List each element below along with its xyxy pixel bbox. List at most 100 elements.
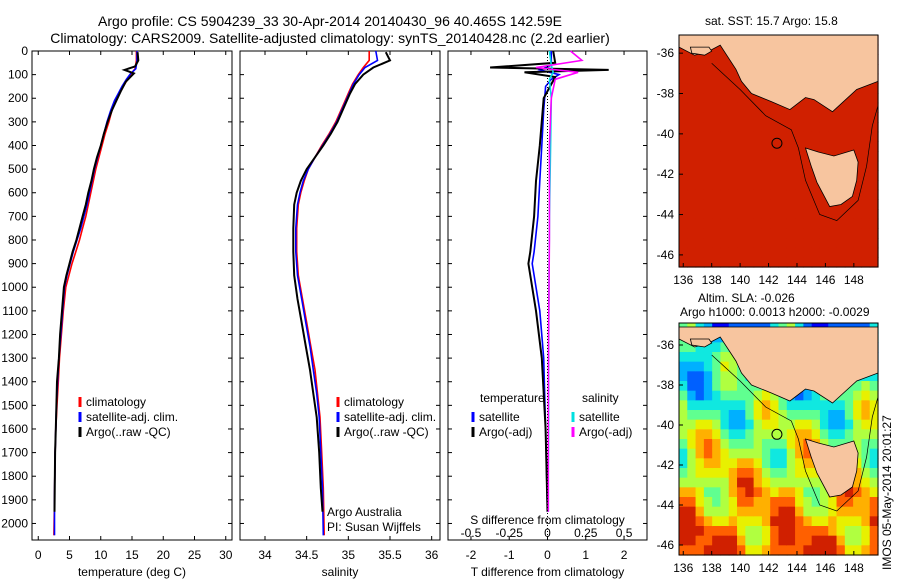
map-cell bbox=[687, 218, 697, 229]
map-frame bbox=[678, 322, 879, 556]
map-cell bbox=[844, 141, 854, 152]
map-cell bbox=[687, 228, 697, 239]
map-cell bbox=[695, 439, 705, 450]
map-cell bbox=[861, 429, 871, 440]
map-cell bbox=[753, 238, 763, 249]
map-cell bbox=[853, 390, 863, 401]
map-cell bbox=[687, 170, 697, 181]
map-cell bbox=[745, 390, 755, 401]
map-cell bbox=[737, 83, 746, 94]
map-cell bbox=[786, 247, 796, 258]
map-cell bbox=[687, 361, 697, 372]
map-cell bbox=[712, 487, 722, 498]
lon-tick-label: 146 bbox=[815, 561, 835, 575]
map-cell bbox=[745, 209, 755, 220]
map-cell bbox=[703, 83, 713, 94]
map-cell bbox=[753, 448, 763, 459]
map-cell bbox=[869, 189, 879, 200]
map-cell bbox=[803, 429, 813, 440]
map-cell bbox=[770, 535, 780, 546]
map-cell bbox=[770, 199, 780, 210]
map-cell bbox=[737, 122, 746, 133]
map-cell bbox=[745, 535, 755, 546]
map-cell bbox=[853, 429, 863, 440]
map-cell bbox=[695, 141, 705, 152]
map-cell bbox=[720, 390, 730, 401]
map-cell bbox=[737, 477, 746, 488]
map-cell bbox=[811, 218, 821, 229]
map-cell bbox=[803, 419, 813, 430]
map-cell bbox=[720, 160, 730, 171]
map-cell bbox=[737, 93, 746, 104]
map-cell bbox=[695, 83, 705, 94]
map-cell bbox=[836, 497, 846, 508]
map-cell bbox=[712, 526, 722, 537]
map-cell bbox=[720, 64, 730, 75]
map-cell bbox=[828, 497, 838, 508]
map-cell bbox=[778, 238, 788, 249]
map-cell bbox=[703, 506, 713, 517]
map-cell bbox=[745, 141, 755, 152]
map-cell bbox=[703, 497, 713, 508]
map-cell bbox=[745, 238, 755, 249]
map-cell bbox=[869, 257, 879, 268]
map-cell bbox=[861, 112, 871, 123]
map-cell bbox=[753, 247, 763, 258]
map-cell bbox=[761, 160, 771, 171]
map-cell bbox=[778, 122, 788, 133]
map-cell bbox=[853, 189, 863, 200]
map-cell bbox=[745, 545, 755, 556]
map-cell bbox=[695, 487, 705, 498]
map-cell bbox=[869, 526, 879, 537]
map-cell bbox=[795, 535, 804, 546]
x-axis-label: T difference from climatology bbox=[471, 565, 625, 579]
map-cell bbox=[679, 199, 688, 210]
map-cell bbox=[770, 189, 780, 200]
map-cell bbox=[703, 448, 713, 459]
map-cell bbox=[844, 429, 854, 440]
map-cell bbox=[679, 73, 688, 84]
map-cell bbox=[853, 180, 863, 191]
series-line-argo-raw-qc- bbox=[53, 52, 140, 512]
map-cell bbox=[703, 122, 713, 133]
map-cell bbox=[720, 83, 730, 94]
map-cell bbox=[819, 112, 829, 123]
x-tick-label: 36 bbox=[425, 548, 439, 562]
map-cell bbox=[720, 257, 730, 268]
map-cell bbox=[679, 160, 688, 171]
map-cell bbox=[853, 381, 863, 392]
map-cell bbox=[753, 151, 763, 162]
map-cell bbox=[828, 122, 838, 133]
lon-tick-label: 142 bbox=[759, 561, 779, 575]
map-cell bbox=[778, 429, 788, 440]
series-line-satellite-adj-clim- bbox=[53, 51, 138, 536]
map-cell bbox=[819, 429, 829, 440]
map-cell bbox=[861, 545, 871, 556]
map-cell bbox=[695, 410, 705, 421]
map-cell bbox=[745, 410, 755, 421]
map-cell bbox=[819, 526, 829, 537]
map-cell bbox=[770, 400, 780, 411]
map-cell bbox=[819, 400, 829, 411]
map-cell bbox=[803, 257, 813, 268]
map-cell bbox=[861, 209, 871, 220]
map-cell bbox=[795, 151, 804, 162]
map-cell bbox=[861, 487, 871, 498]
map-cell bbox=[712, 429, 722, 440]
map-cell bbox=[728, 381, 738, 392]
map-cell bbox=[679, 419, 688, 430]
map-cell bbox=[869, 228, 879, 239]
map-cell bbox=[679, 448, 688, 459]
map-cell bbox=[778, 516, 788, 527]
map-cell bbox=[770, 497, 780, 508]
map-cell bbox=[869, 112, 879, 123]
map-cell bbox=[728, 228, 738, 239]
map-cell bbox=[819, 410, 829, 421]
lon-tick-label: 136 bbox=[673, 273, 693, 287]
map-cell bbox=[853, 199, 863, 210]
map-cell bbox=[687, 209, 697, 220]
map-cell bbox=[753, 516, 763, 527]
map-cell bbox=[737, 199, 746, 210]
series-line-argo-raw-qc- bbox=[292, 51, 392, 512]
map-cell bbox=[712, 516, 722, 527]
